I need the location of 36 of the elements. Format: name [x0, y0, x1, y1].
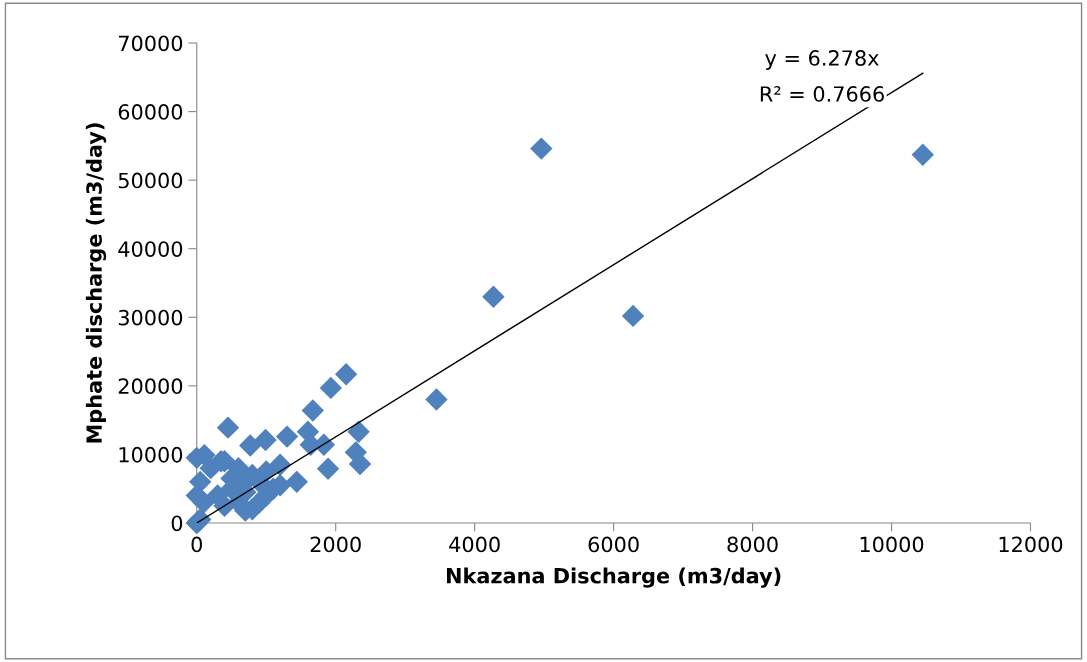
point [911, 143, 934, 166]
point [425, 388, 448, 411]
point [285, 470, 308, 494]
point [334, 363, 358, 386]
point [530, 137, 553, 160]
y-tick-label: 10000 [119, 446, 183, 463]
x-tick-label: 8000 [727, 536, 778, 553]
point [347, 420, 370, 443]
point [275, 425, 299, 448]
annotation: y = 6.278x [765, 50, 879, 70]
point [216, 416, 240, 439]
point [185, 484, 208, 507]
y-tick-label: 60000 [118, 104, 183, 120]
y-tick-label: 0 [171, 515, 183, 532]
point [482, 285, 505, 308]
x-tick-label: 4000 [449, 536, 500, 553]
point [316, 457, 340, 481]
annotation: R² = 0.7666 [760, 86, 884, 102]
point [268, 453, 292, 476]
y-tick-label: 50000 [118, 172, 183, 189]
point [239, 434, 262, 457]
y-tick-label: 20000 [118, 378, 183, 395]
point [254, 428, 277, 452]
point [319, 376, 343, 400]
x-tick-label: 0 [191, 536, 202, 553]
x-tick-label: 6000 [588, 536, 639, 553]
point [301, 399, 324, 422]
y-tick-label: 70000 [118, 35, 183, 52]
point [621, 304, 645, 328]
y-tick-label: 40000 [118, 241, 183, 257]
x-tick-label: 10000 [860, 536, 924, 553]
x-tick-label: 2000 [310, 536, 361, 553]
y-tick-label: 30000 [118, 309, 183, 326]
x-axis-title: Nkazana Discharge (m3/day) [446, 567, 781, 588]
y-axis-title: Mphate discharge (m3/day) [85, 123, 107, 443]
x-tick-label: 12000 [999, 536, 1063, 553]
